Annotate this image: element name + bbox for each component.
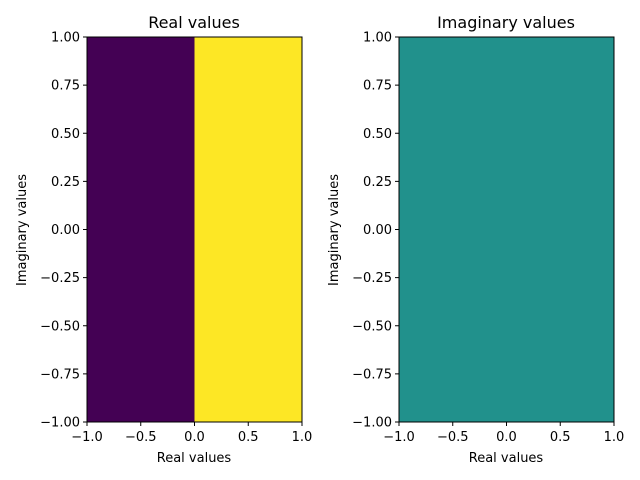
x-tick-label: 1.0 bbox=[604, 430, 625, 445]
y-tick-label: −0.50 bbox=[40, 319, 80, 334]
panel-title: Imaginary values bbox=[437, 13, 575, 32]
y-tick-label: 0.75 bbox=[363, 79, 392, 94]
x-tick-label: 0.5 bbox=[238, 430, 259, 445]
y-tick-label: 0.00 bbox=[51, 223, 80, 238]
y-tick-label: −1.00 bbox=[352, 416, 392, 431]
y-tick-label: 0.25 bbox=[363, 175, 392, 190]
panel-title: Real values bbox=[148, 13, 240, 32]
y-axis-label: Imaginary values bbox=[15, 174, 30, 286]
y-tick-label: 0.50 bbox=[363, 127, 392, 142]
x-tick-label: −0.5 bbox=[125, 430, 157, 445]
imaginary-values-panel: Imaginary values Real values Imaginary v… bbox=[327, 13, 624, 466]
x-tick-label: −1.0 bbox=[383, 430, 415, 445]
y-tick-label: −0.75 bbox=[352, 367, 392, 382]
heatmap-area: −1.0 −0.5 0.0 0.5 1.0 −1.00 −0.75 −0.50 −0.25 0.0… bbox=[40, 31, 312, 446]
x-tick-label: −1.0 bbox=[71, 430, 103, 445]
y-tick-label: −0.25 bbox=[352, 271, 392, 286]
y-tick-label: −0.25 bbox=[40, 271, 80, 286]
x-tick-label: 0.0 bbox=[184, 430, 205, 445]
x-axis-label: Real values bbox=[469, 451, 544, 466]
x-tick-label: −0.5 bbox=[437, 430, 469, 445]
x-tick-label: 0.5 bbox=[550, 430, 571, 445]
x-tick-label: 0.0 bbox=[496, 430, 517, 445]
y-tick-label: −1.00 bbox=[40, 416, 80, 431]
y-tick-label: 0.75 bbox=[51, 79, 80, 94]
y-tick-label: 0.50 bbox=[51, 127, 80, 142]
heatmap-cell bbox=[194, 37, 302, 422]
y-tick-label: 0.25 bbox=[51, 175, 80, 190]
heatmap-cell bbox=[399, 37, 614, 422]
real-values-panel: Real values Real values Imaginary values… bbox=[15, 13, 312, 466]
y-tick-label: 0.00 bbox=[363, 223, 392, 238]
heatmap-area: −1.0 −0.5 0.0 0.5 1.0 −1.00 −0.75 −0.50 −0.25 0.0… bbox=[352, 31, 624, 446]
y-axis-label: Imaginary values bbox=[327, 174, 342, 286]
x-axis-label: Real values bbox=[157, 451, 232, 466]
y-tick-label: −0.50 bbox=[352, 319, 392, 334]
heatmap-cell bbox=[87, 37, 195, 422]
y-tick-label: 1.00 bbox=[363, 31, 392, 46]
y-tick-label: −0.75 bbox=[40, 367, 80, 382]
y-tick-label: 1.00 bbox=[51, 31, 80, 46]
x-tick-label: 1.0 bbox=[292, 430, 313, 445]
